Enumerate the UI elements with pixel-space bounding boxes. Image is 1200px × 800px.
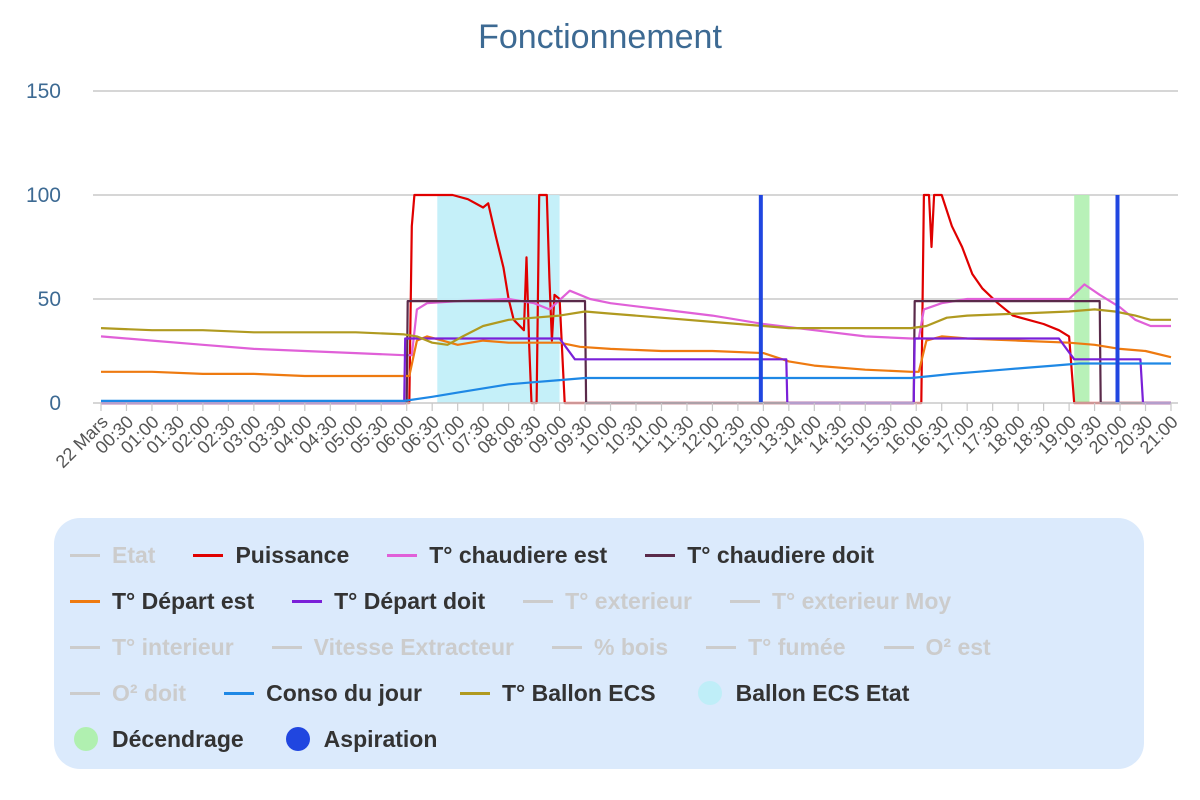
legend-dot-icon (285, 727, 310, 751)
legend-line-icon (70, 691, 100, 695)
legend-item-label: T° chaudiere est (429, 541, 608, 568)
legend-item-label: Décendrage (112, 725, 244, 752)
legend-item-t-exterieur[interactable]: T° exterieur (523, 588, 692, 615)
legend-item-label: T° Ballon ECS (501, 679, 656, 706)
y-tick-label: 50 (38, 288, 61, 311)
puissance-line (101, 193, 1171, 405)
legend-item-label: T° fumée (748, 633, 846, 660)
legend-line-icon (459, 691, 490, 695)
legend-line-icon (523, 599, 554, 603)
d-cendrage-band (1074, 195, 1090, 403)
legend-line-icon (224, 691, 255, 695)
legend-item-o-est[interactable]: O² est (883, 633, 991, 661)
legend-line-icon (70, 599, 100, 603)
legend-item-t-chaudiere-doit[interactable]: T° chaudiere doit (645, 542, 874, 569)
legend-item-label: T° exterieur Moy (771, 587, 952, 614)
legend-item-label: T° Départ est (112, 587, 255, 614)
legend-line-icon (271, 645, 302, 649)
y-tick-label: 150 (26, 80, 61, 103)
t-ballon-ecs-line (100, 308, 1171, 346)
legend-item-puissance[interactable]: Puissance (193, 542, 349, 569)
legend-item-label: Puissance (235, 541, 350, 568)
legend-item-t-chaudiere-est[interactable]: T° chaudiere est (387, 542, 607, 569)
legend-line-icon (387, 553, 418, 557)
legend-item-bois[interactable]: % bois (551, 633, 669, 661)
legend-item-t-d-part-est[interactable]: T° Départ est (70, 588, 254, 615)
legend-item-label: T° interieur (112, 633, 234, 660)
legend-item-vitesse-extracteur[interactable]: Vitesse Extracteur (271, 633, 514, 661)
legend-row: T° Départ est T° Départ doit T° exterieur T… (70, 578, 1144, 624)
legend-item-label: % bois (593, 633, 669, 660)
legend-item-label: T° exterieur (565, 587, 692, 614)
legend-item-o-doit[interactable]: O² doit (70, 680, 186, 707)
legend-item-t-fum-e[interactable]: T° fumée (706, 633, 846, 661)
legend-item-label: Ballon ECS Etat (735, 679, 910, 706)
legend-item-label: T° chaudiere doit (687, 541, 875, 568)
legend-item-label: O² doit (112, 679, 187, 706)
legend-item-t-ballon-ecs[interactable]: T° Ballon ECS (459, 679, 656, 707)
legend-row: T° interieur Vitesse Extracteur % bois T° f… (70, 624, 1144, 670)
legend-item-label: Aspiration (323, 725, 438, 752)
legend-item-etat[interactable]: Etat (70, 542, 155, 569)
legend-line-icon (645, 553, 676, 557)
y-tick-label: 0 (49, 392, 61, 415)
legend-item-t-d-part-doit[interactable]: T° Départ doit (292, 588, 485, 615)
legend-item-conso-du-jour[interactable]: Conso du jour (224, 680, 422, 707)
legend-item-label: T° Départ doit (334, 587, 486, 614)
conso-du-jour-line (101, 362, 1171, 402)
legend-line-icon (70, 553, 100, 557)
legend-row: O² doit Conso du jour T° Ballon ECS Ballon … (70, 670, 1144, 716)
y-tick-label: 100 (26, 184, 61, 207)
legend-line-icon (883, 645, 914, 649)
legend-item-t-interieur[interactable]: T° interieur (70, 634, 234, 661)
legend-item-label: Conso du jour (266, 679, 422, 706)
legend-item-label: O² est (925, 633, 991, 660)
legend-line-icon (292, 599, 323, 603)
legend-item-d-cendrage[interactable]: Décendrage (70, 726, 244, 753)
legend-item-t-exterieur-moy[interactable]: T° exterieur Moy (729, 587, 952, 615)
legend-row: Décendrage Aspiration (70, 716, 1144, 762)
legend-line-icon (551, 645, 582, 649)
legend-item-ballon-ecs-etat[interactable]: Ballon ECS Etat (694, 679, 910, 707)
chart-title: Fonctionnement (478, 18, 722, 56)
legend-line-icon (706, 645, 737, 649)
legend-line-icon (193, 553, 224, 557)
legend-line-icon (70, 645, 100, 649)
legend-item-label: Etat (112, 541, 156, 568)
legend-row: Etat Puissance T° chaudiere est T° chaudier… (70, 532, 1144, 578)
t-chaudiere-est-line (100, 283, 1171, 357)
chart-legend: Etat Puissance T° chaudiere est T° chaudier… (54, 518, 1144, 769)
legend-line-icon (729, 599, 760, 603)
legend-dot-icon (74, 727, 98, 751)
legend-item-label: Vitesse Extracteur (313, 633, 514, 660)
legend-dot-icon (697, 681, 722, 705)
legend-item-aspiration[interactable]: Aspiration (282, 725, 438, 753)
